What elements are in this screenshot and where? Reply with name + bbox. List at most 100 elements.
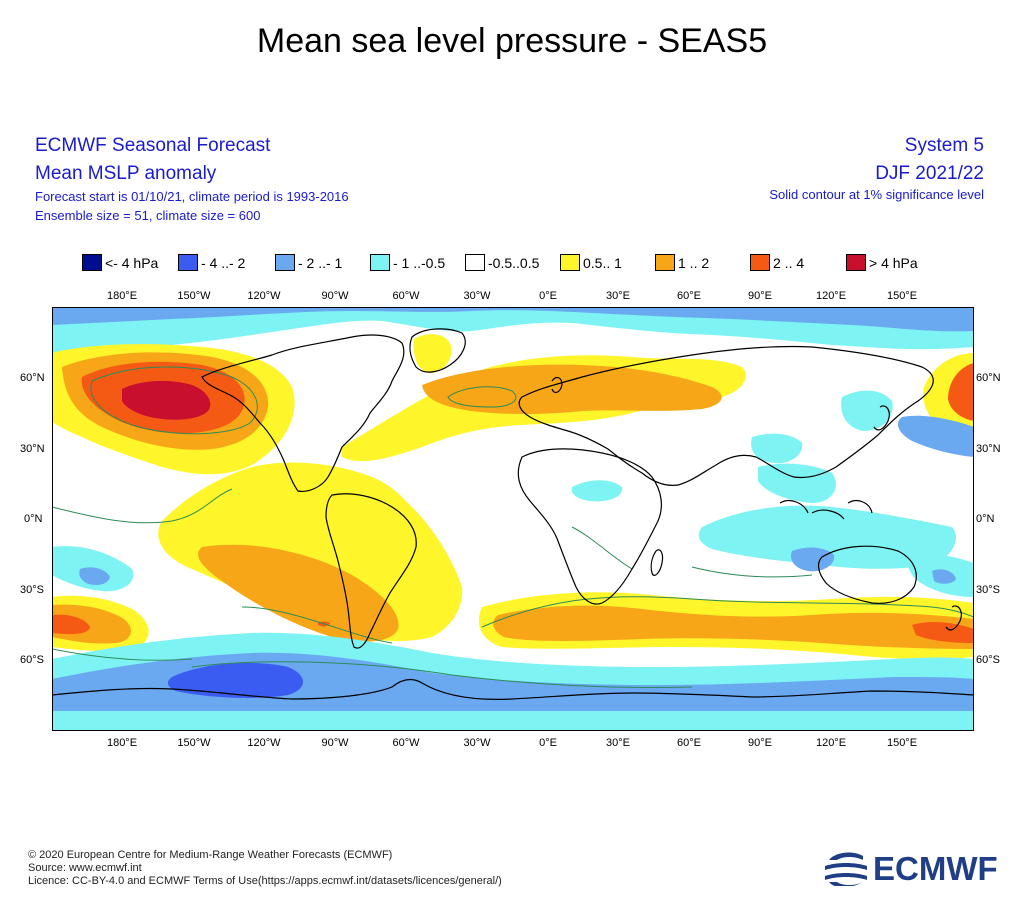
lat-label: 30°N — [976, 443, 1001, 455]
lat-label: 0°N — [24, 513, 43, 525]
anomaly-region — [422, 364, 722, 414]
legend-item: 0.5.. 1 — [560, 254, 622, 271]
color-legend: <- 4 hPa - 4 ..- 2 - 2 ..- 1 - 1 ..-0.5 … — [82, 254, 962, 276]
header-system: System 5 — [904, 135, 984, 156]
legend-label: - 1 ..-0.5 — [393, 254, 446, 271]
anomaly-region — [158, 462, 463, 642]
legend-item: - 1 ..-0.5 — [370, 254, 445, 271]
anomaly-region — [493, 605, 974, 649]
legend-swatch — [750, 254, 770, 271]
anomaly-region — [79, 567, 110, 585]
coastline-uk — [551, 376, 563, 394]
lon-label: 60°E — [677, 290, 701, 302]
legend-swatch — [275, 254, 295, 271]
lat-label: 60°N — [976, 372, 1001, 384]
legend-label: > 4 hPa — [869, 254, 918, 271]
lon-label: 30°E — [606, 737, 630, 749]
map-svg — [52, 307, 974, 731]
legend-item: -0.5..0.5 — [465, 254, 539, 271]
footer-source: Source: www.ecmwf.int — [28, 862, 142, 874]
coastline-madagascar — [650, 549, 664, 576]
coastline-greenland — [409, 328, 466, 373]
lon-label: 60°W — [392, 290, 420, 302]
coastline-japan — [873, 405, 890, 431]
header-forecast-name: ECMWF Seasonal Forecast — [35, 135, 271, 156]
anomaly-region — [897, 415, 974, 457]
footer-copyright: © 2020 European Centre for Medium-Range … — [28, 849, 393, 861]
lon-label: 30°W — [463, 290, 491, 302]
coastline-eurasia — [518, 345, 934, 486]
lat-label: 30°N — [20, 443, 45, 455]
footer-licence: Licence: CC-BY-4.0 and ECMWF Terms of Us… — [28, 875, 502, 887]
lon-label: 150°E — [886, 290, 918, 302]
lon-label: 180°E — [106, 290, 138, 302]
legend-swatch — [560, 254, 580, 271]
footer: © 2020 European Centre for Medium-Range … — [28, 849, 502, 888]
lat-label: 60°N — [20, 372, 45, 384]
legend-label: 2 .. 4 — [773, 254, 805, 271]
coastline-north-america — [201, 334, 405, 492]
coastline-africa — [517, 448, 662, 605]
anomaly-region — [571, 480, 623, 502]
legend-item: 1 .. 2 — [655, 254, 709, 271]
coastline-south-america — [325, 493, 417, 649]
legend-swatch — [465, 254, 485, 271]
lon-label: 0°E — [539, 290, 557, 302]
lat-label: 60°S — [20, 654, 44, 666]
significance-contours — [52, 366, 974, 688]
lat-label: 0°N — [976, 513, 995, 525]
anomaly-region — [167, 662, 303, 698]
lon-label: 180°E — [106, 737, 138, 749]
legend-item: <- 4 hPa — [82, 254, 158, 271]
lon-label: 120°E — [815, 290, 847, 302]
anomaly-region — [948, 363, 974, 421]
lon-label: 120°E — [815, 737, 847, 749]
lon-label: 90°W — [321, 737, 349, 749]
lat-axis-right: 60°N 30°N 0°N 30°S 60°S — [974, 0, 1024, 922]
legend-label: -0.5..0.5 — [488, 254, 540, 271]
coastline-australia — [817, 545, 917, 604]
legend-swatch — [846, 254, 866, 271]
legend-swatch — [178, 254, 198, 271]
lon-axis-bottom: 180°E 150°W 120°W 90°W 60°W 30°W 0°E 30°… — [0, 737, 1024, 751]
lon-label: 30°E — [606, 290, 630, 302]
lon-label: 0°E — [539, 737, 557, 749]
coastline-antarctica — [52, 678, 974, 700]
header-forecast-start: Forecast start is 01/10/21, climate peri… — [35, 189, 349, 204]
anomaly-region — [52, 307, 974, 332]
lat-label: 60°S — [976, 654, 1000, 666]
lon-label: 60°E — [677, 737, 701, 749]
lon-label: 150°E — [886, 737, 918, 749]
legend-swatch — [370, 254, 390, 271]
lon-label: 90°E — [748, 290, 772, 302]
legend-swatch — [655, 254, 675, 271]
legend-item: - 4 ..- 2 — [178, 254, 245, 271]
lon-label: 30°W — [463, 737, 491, 749]
legend-label: - 4 ..- 2 — [201, 254, 246, 271]
header-variable-name: Mean MSLP anomaly — [35, 163, 217, 184]
legend-label: 1 .. 2 — [678, 254, 710, 271]
legend-label: - 2 ..- 1 — [298, 254, 343, 271]
anomaly-region — [52, 614, 90, 635]
header-significance: Solid contour at 1% significance level — [769, 187, 984, 202]
lon-label: 150°W — [177, 290, 211, 302]
lon-label: 120°W — [247, 290, 281, 302]
legend-swatch — [82, 254, 102, 271]
anomaly-region — [698, 505, 956, 569]
anomaly-region — [758, 463, 836, 503]
ecmwf-logo-text: ECMWF — [873, 850, 998, 887]
lon-label: 120°W — [247, 737, 281, 749]
anomaly-region — [751, 433, 803, 464]
lon-label: 60°W — [392, 737, 420, 749]
ecmwf-logo: ECMWF — [823, 850, 1003, 888]
lon-axis-top: 180°E 150°W 120°W 90°W 60°W 30°W 0°E 30°… — [0, 290, 1024, 304]
lat-axis-left: 60°N 30°N 0°N 30°S 60°S — [0, 0, 52, 922]
lon-label: 90°E — [748, 737, 772, 749]
ecmwf-logo-mark — [825, 852, 867, 886]
lat-label: 30°S — [976, 584, 1000, 596]
legend-item: - 2 ..- 1 — [275, 254, 342, 271]
anomaly-region — [122, 380, 211, 420]
map-frame — [52, 307, 974, 731]
legend-item: > 4 hPa — [846, 254, 918, 271]
anomaly-region — [912, 622, 974, 643]
